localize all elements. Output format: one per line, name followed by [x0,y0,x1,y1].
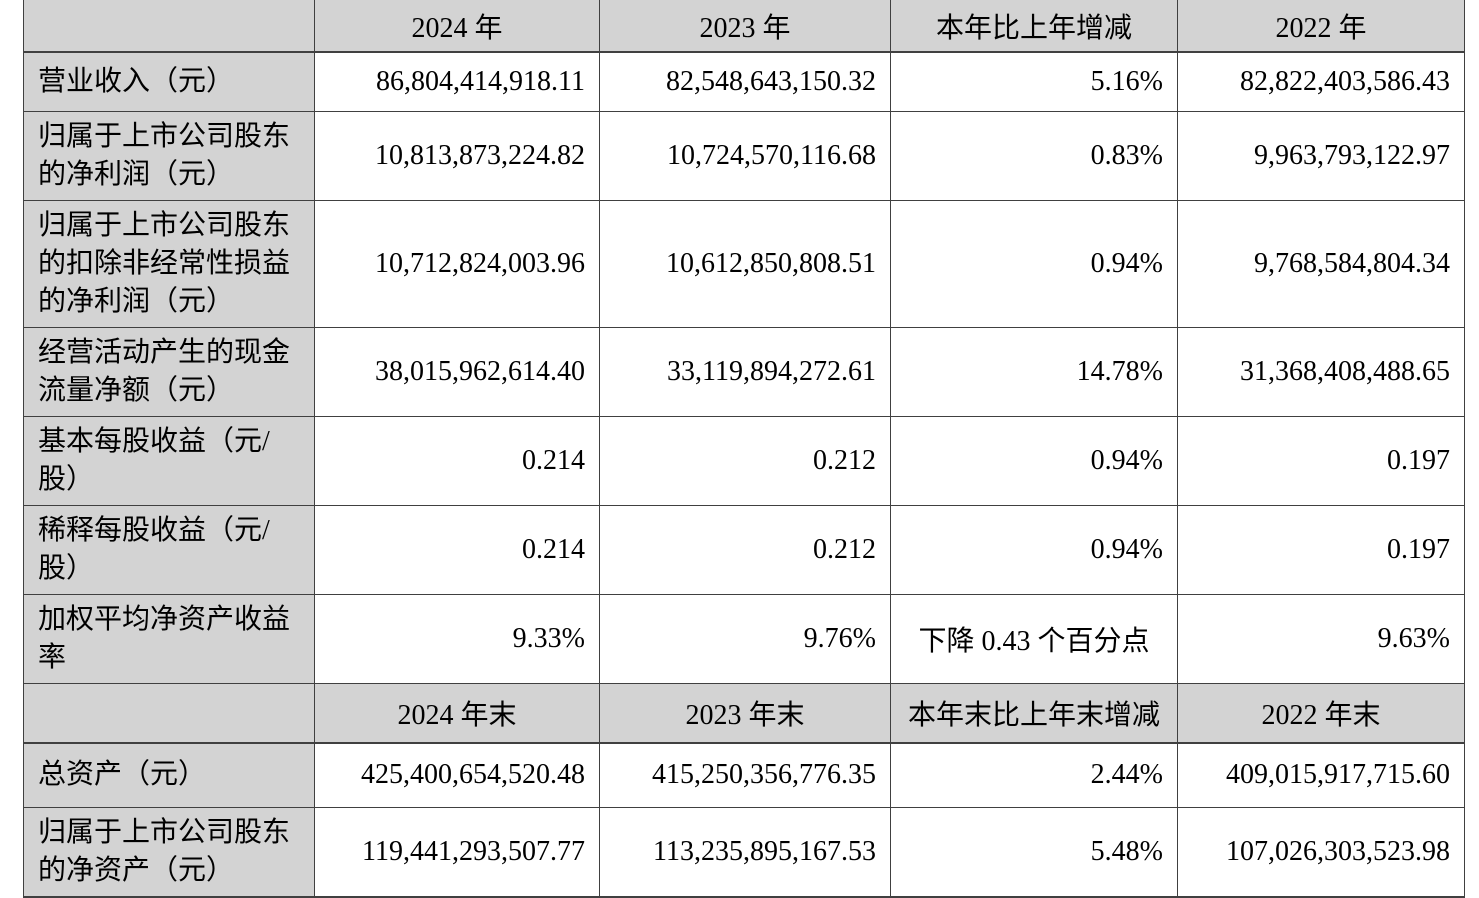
table-row-net-profit: 归属于上市公司股东的净利润（元） 10,813,873,224.82 10,72… [23,110,1465,201]
row-label: 经营活动产生的现金流量净额（元） [23,326,315,417]
value-2023: 82,548,643,150.32 [599,51,891,112]
value-change: 下降 0.43 个百分点 [890,593,1178,684]
row-label: 稀释每股收益（元/股） [23,504,315,595]
value-change: 5.16% [890,51,1178,112]
value-2024: 425,400,654,520.48 [314,742,600,808]
value-2024: 10,813,873,224.82 [314,110,600,201]
value-2022: 31,368,408,488.65 [1177,326,1465,417]
value-change: 0.83% [890,110,1178,201]
value-change: 0.94% [890,504,1178,595]
header-yoy-change: 本年比上年增减 [890,0,1178,53]
value-change: 0.94% [890,199,1178,328]
period-header-row: 2024 年 2023 年 本年比上年增减 2022 年 [23,0,1465,53]
value-2023: 33,119,894,272.61 [599,326,891,417]
row-label: 基本每股收益（元/股） [23,415,315,506]
corner-cell [23,682,315,744]
value-2022: 9,768,584,804.34 [1177,199,1465,328]
value-2023: 0.212 [599,415,891,506]
table-row-diluted-eps: 稀释每股收益（元/股） 0.214 0.212 0.94% 0.197 [23,504,1465,595]
value-change: 5.48% [890,806,1178,898]
value-change: 0.94% [890,415,1178,506]
value-2024: 0.214 [314,415,600,506]
value-2023: 415,250,356,776.35 [599,742,891,808]
row-label: 归属于上市公司股东的净利润（元） [23,110,315,201]
value-2022: 82,822,403,586.43 [1177,51,1465,112]
value-2024: 0.214 [314,504,600,595]
value-2023: 10,724,570,116.68 [599,110,891,201]
header-eop-change: 本年末比上年末增减 [890,682,1178,744]
value-2023: 113,235,895,167.53 [599,806,891,898]
value-2022: 9,963,793,122.97 [1177,110,1465,201]
row-label: 营业收入（元） [23,51,315,112]
header-2024-end: 2024 年末 [314,682,600,744]
row-label: 归属于上市公司股东的净资产（元） [23,806,315,898]
header-2023-end: 2023 年末 [599,682,891,744]
value-change: 2.44% [890,742,1178,808]
header-2024: 2024 年 [314,0,600,53]
corner-cell [23,0,315,53]
value-2023: 0.212 [599,504,891,595]
value-2024: 86,804,414,918.11 [314,51,600,112]
value-2024: 10,712,824,003.96 [314,199,600,328]
financial-summary-table: 2024 年 2023 年 本年比上年增减 2022 年 营业收入（元） 86,… [23,0,1465,898]
value-2022: 107,026,303,523.98 [1177,806,1465,898]
table-row-basic-eps: 基本每股收益（元/股） 0.214 0.212 0.94% 0.197 [23,415,1465,506]
value-2022: 0.197 [1177,504,1465,595]
table-row-net-profit-excl-nonrecurring: 归属于上市公司股东的扣除非经常性损益的净利润（元） 10,712,824,003… [23,199,1465,328]
header-2023: 2023 年 [599,0,891,53]
table-row-total-assets: 总资产（元） 425,400,654,520.48 415,250,356,77… [23,742,1465,808]
table-row-operating-cash-flow: 经营活动产生的现金流量净额（元） 38,015,962,614.40 33,11… [23,326,1465,417]
value-2024: 9.33% [314,593,600,684]
eop-header-row: 2024 年末 2023 年末 本年末比上年末增减 2022 年末 [23,682,1465,744]
table-row-revenue: 营业收入（元） 86,804,414,918.11 82,548,643,150… [23,51,1465,112]
header-2022: 2022 年 [1177,0,1465,53]
table-row-weighted-avg-roe: 加权平均净资产收益率 9.33% 9.76% 下降 0.43 个百分点 9.63… [23,593,1465,684]
value-2023: 10,612,850,808.51 [599,199,891,328]
header-2022-end: 2022 年末 [1177,682,1465,744]
value-change: 14.78% [890,326,1178,417]
value-2022: 0.197 [1177,415,1465,506]
value-2022: 409,015,917,715.60 [1177,742,1465,808]
value-2023: 9.76% [599,593,891,684]
row-label: 总资产（元） [23,742,315,808]
value-2024: 119,441,293,507.77 [314,806,600,898]
table-row-net-assets: 归属于上市公司股东的净资产（元） 119,441,293,507.77 113,… [23,806,1465,898]
value-2022: 9.63% [1177,593,1465,684]
row-label: 归属于上市公司股东的扣除非经常性损益的净利润（元） [23,199,315,328]
row-label: 加权平均净资产收益率 [23,593,315,684]
value-2024: 38,015,962,614.40 [314,326,600,417]
